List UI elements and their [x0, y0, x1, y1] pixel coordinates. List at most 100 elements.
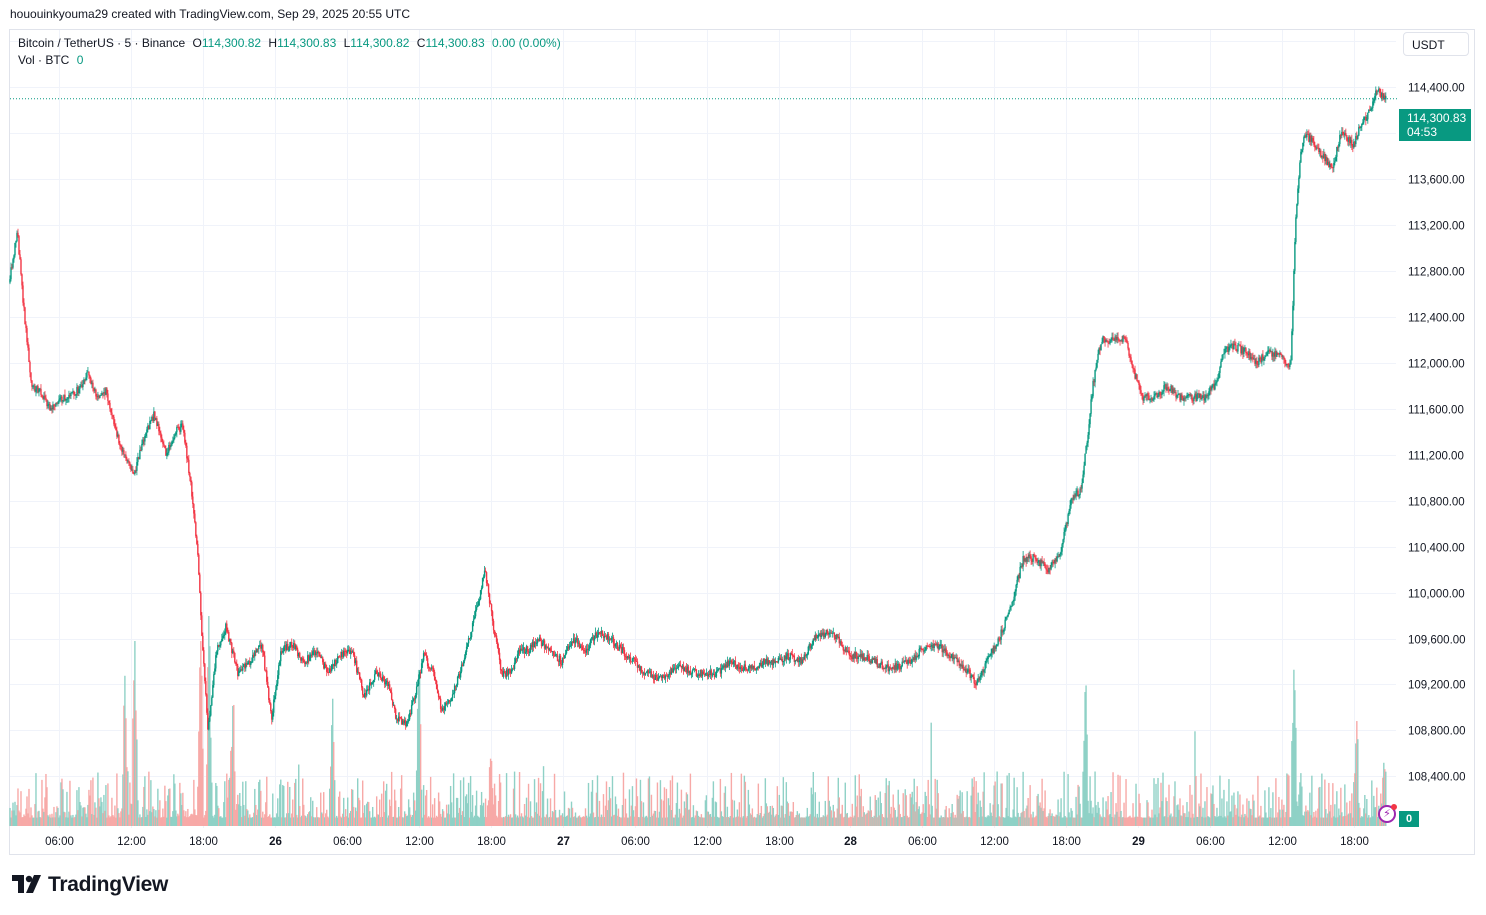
last-price-value: 114,300.83 [1407, 111, 1467, 125]
candle-body [160, 432, 162, 438]
candle-body [755, 669, 758, 671]
volume-bar [979, 800, 981, 826]
volume-bar [513, 771, 516, 826]
volume-bar [473, 815, 476, 826]
candle-body [885, 666, 887, 669]
candle-body [849, 655, 851, 656]
candle-body [985, 660, 987, 664]
candle-body [519, 648, 522, 653]
volume-bar [813, 816, 816, 826]
volume-bar [1114, 814, 1116, 826]
volume-bar [445, 804, 448, 826]
volume-bar [1269, 816, 1271, 826]
candle-body [66, 398, 68, 400]
candle-body [102, 392, 104, 394]
volume-bar [992, 804, 994, 826]
candle-body [1146, 393, 1148, 397]
candle-body [275, 689, 277, 696]
volume-bar [1329, 811, 1331, 826]
volume-bar [533, 779, 536, 826]
candle-body [1089, 413, 1091, 425]
candle-body [714, 676, 717, 678]
candle-body [1126, 339, 1128, 343]
volume-bar [36, 817, 38, 826]
candle-body [251, 661, 253, 663]
candle-body [174, 434, 176, 438]
candle-body [1283, 356, 1285, 359]
candle-body [258, 645, 260, 650]
volume-bar [827, 776, 829, 826]
tradingview-brand[interactable]: TradingView [12, 873, 168, 899]
volume-bar [316, 807, 318, 826]
candle-body [1245, 348, 1247, 354]
volume-bar [335, 817, 337, 826]
candle-body [115, 427, 117, 430]
candle-body [666, 675, 669, 677]
candle-body [296, 645, 298, 650]
candle-body [1194, 393, 1196, 398]
candle-body [1327, 161, 1329, 165]
volume-bar [34, 804, 36, 826]
volume-bar [1004, 817, 1006, 826]
currency-button[interactable]: USDT [1403, 32, 1469, 56]
volume-bar [408, 807, 411, 826]
volume-bar [542, 766, 545, 826]
volume-bar [273, 817, 275, 826]
candle-body [1192, 400, 1194, 402]
candle-body [1298, 177, 1300, 189]
candle-body [1242, 347, 1244, 354]
candle-body [1252, 357, 1254, 360]
candle-body [352, 651, 354, 653]
candle-body [12, 259, 14, 268]
volume-bar [685, 792, 688, 826]
candle-body [1064, 529, 1066, 533]
candle-body [1097, 353, 1099, 360]
volume-bar [674, 814, 677, 826]
candle-body [13, 255, 15, 260]
flash-icon[interactable]: ⚡ [1378, 804, 1397, 823]
candle-body [207, 712, 209, 730]
x-tick-label: 26 [269, 836, 282, 848]
volume-bar [1043, 808, 1045, 826]
candle-body [1139, 384, 1141, 391]
candle-body [156, 418, 158, 426]
candle-body [183, 429, 185, 433]
volume-bar [1311, 775, 1313, 826]
candle-body [1290, 360, 1292, 365]
volume-bar [766, 806, 769, 826]
candle-body [105, 388, 107, 395]
volume-bar [645, 815, 648, 826]
candle-body [228, 632, 230, 642]
symbol-name[interactable]: Bitcoin / TetherUS · 5 · Binance [18, 36, 186, 50]
candle-body [882, 668, 884, 670]
candle-body [1119, 340, 1121, 342]
candle-body [875, 659, 877, 663]
volume-bar [923, 812, 925, 826]
candle-body [625, 656, 628, 659]
candle-body [563, 655, 566, 659]
candle-body [347, 649, 349, 654]
volume-bar [237, 794, 239, 826]
volume-bar [459, 780, 462, 826]
volume-bar [1025, 808, 1027, 826]
candle-body [1214, 383, 1216, 390]
volume-bar [749, 813, 752, 826]
candle-body [470, 631, 473, 638]
candle-body [523, 647, 526, 654]
candle-body [1174, 392, 1176, 394]
candle-body [610, 638, 613, 641]
candle-body [1306, 133, 1308, 138]
candle-body [79, 386, 81, 389]
volume-bar [833, 811, 835, 826]
candle-body [1328, 161, 1330, 168]
candle-body [461, 664, 464, 667]
volume-label[interactable]: Vol · BTC [18, 53, 70, 67]
volume-bar [129, 782, 131, 826]
volume-value: 0 [76, 53, 84, 67]
volume-bar [1175, 817, 1177, 826]
volume-bar [1284, 817, 1286, 826]
volume-bar [162, 808, 164, 826]
candle-body [774, 661, 777, 664]
volume-bar [908, 817, 910, 826]
